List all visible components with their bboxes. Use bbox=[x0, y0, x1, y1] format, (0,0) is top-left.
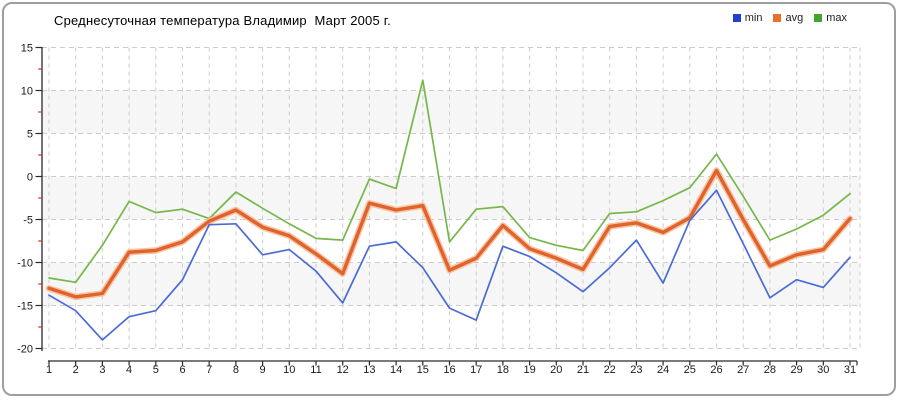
x-tick-label: 7 bbox=[206, 364, 212, 376]
y-tick-label: 15 bbox=[21, 43, 33, 55]
band bbox=[42, 90, 860, 134]
x-tick-label: 15 bbox=[417, 364, 429, 376]
legend-label: min bbox=[744, 12, 763, 24]
chart-title: Среднесуточная температура Владимир Март… bbox=[54, 13, 391, 28]
y-tick-label: 5 bbox=[27, 129, 33, 141]
x-tick-label: 4 bbox=[126, 364, 132, 376]
x-tick-label: 17 bbox=[470, 364, 482, 376]
legend-label: avg bbox=[785, 12, 804, 24]
x-tick-label: 25 bbox=[684, 364, 696, 376]
legend-label: max bbox=[826, 12, 847, 24]
x-tick-label: 19 bbox=[523, 364, 535, 376]
x-tick-label: 11 bbox=[310, 364, 321, 376]
legend-item-max: max bbox=[814, 12, 847, 24]
min-series-line bbox=[48, 189, 851, 341]
legend-item-min: min bbox=[732, 12, 763, 24]
legend: min avg max bbox=[732, 12, 847, 24]
x-tick-label: 20 bbox=[550, 364, 562, 376]
legend-item-avg: avg bbox=[773, 12, 803, 24]
x-tick-label: 29 bbox=[790, 364, 802, 376]
y-axis: 15 10 5 0 -5 -10 -15 -20 bbox=[17, 43, 43, 356]
x-tick-label: 13 bbox=[363, 364, 375, 376]
x-tick-label: 26 bbox=[710, 364, 722, 376]
avg-series-line bbox=[47, 168, 852, 299]
x-tick-label: 22 bbox=[604, 364, 616, 376]
x-tick-label: 31 bbox=[844, 364, 856, 376]
horizontal-gridlines bbox=[42, 47, 860, 349]
plot-bands bbox=[42, 90, 860, 306]
x-tick-label: 18 bbox=[497, 364, 509, 376]
y-tick-label: -5 bbox=[23, 215, 33, 227]
max-swatch-icon bbox=[814, 14, 823, 22]
x-tick-label: 14 bbox=[390, 364, 402, 376]
y-tick-label: 0 bbox=[27, 172, 33, 184]
y-tick-label: -15 bbox=[17, 301, 33, 313]
x-tick-label: 3 bbox=[99, 364, 105, 376]
x-tick-label: 16 bbox=[443, 364, 455, 376]
x-tick-label: 21 bbox=[577, 364, 589, 376]
y-tick-label: -20 bbox=[17, 344, 33, 356]
x-tick-label: 23 bbox=[630, 364, 642, 376]
x-tick-label: 8 bbox=[233, 364, 239, 376]
avg-swatch-icon bbox=[773, 14, 782, 22]
x-tick-label: 30 bbox=[817, 364, 829, 376]
max-series-line bbox=[48, 79, 851, 284]
x-tick-label: 24 bbox=[657, 364, 669, 376]
x-tick-label: 9 bbox=[260, 364, 266, 376]
x-tick-label: 1 bbox=[46, 364, 52, 376]
x-tick-label: 12 bbox=[337, 364, 349, 376]
x-tick-label: 27 bbox=[737, 364, 749, 376]
x-axis: 1 2 3 4 5 6 7 8 9 10 11 12 13 14 15 16 17 18 19 20 21 22 23 24 2… bbox=[46, 360, 858, 376]
y-tick-label: 10 bbox=[21, 86, 33, 98]
x-tick-label: 2 bbox=[73, 364, 79, 376]
y-tick-label: -10 bbox=[17, 258, 33, 270]
x-tick-label: 10 bbox=[283, 364, 295, 376]
min-swatch-icon bbox=[732, 14, 741, 22]
x-tick-label: 6 bbox=[179, 364, 185, 376]
x-tick-label: 5 bbox=[153, 364, 159, 376]
x-tick-label: 28 bbox=[764, 364, 776, 376]
